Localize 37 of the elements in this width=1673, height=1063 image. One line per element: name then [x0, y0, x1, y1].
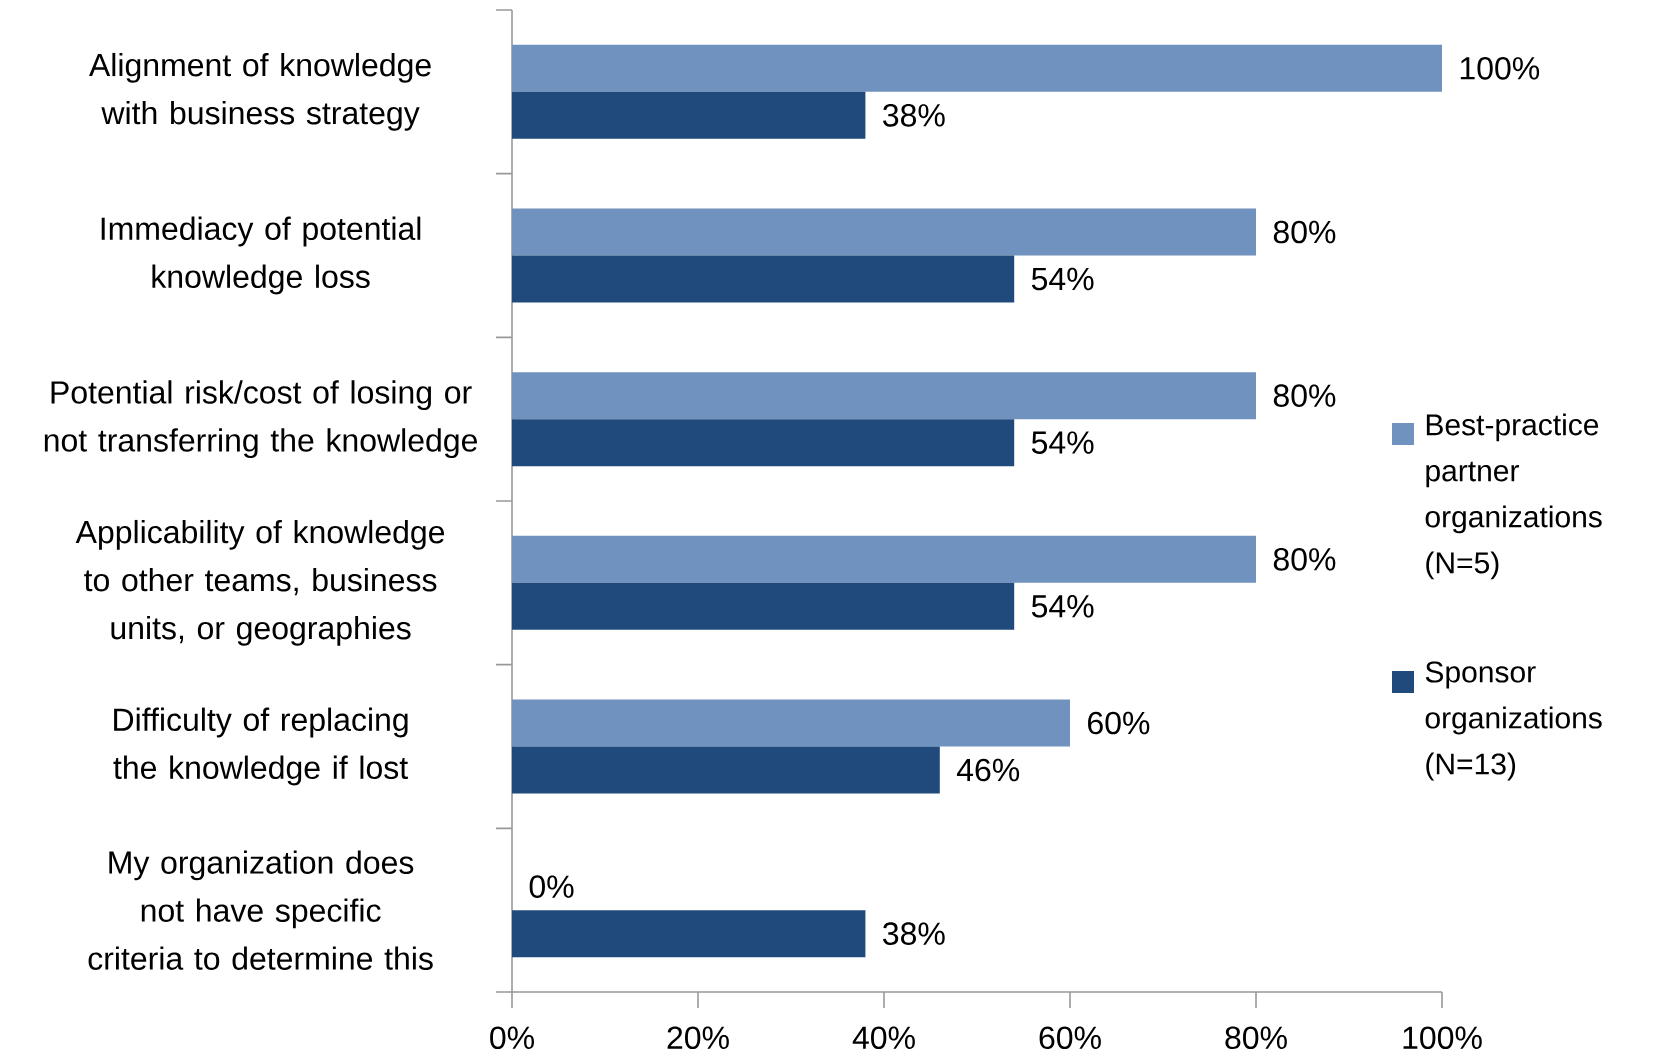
legend-label: Best-practice partner organizations (N=5)	[1425, 413, 1602, 580]
x-tick-label: 60%	[1039, 1026, 1101, 1050]
x-tick-label: 20%	[667, 1026, 729, 1050]
bar	[512, 208, 1257, 256]
data-label: 46%	[956, 758, 1020, 782]
y-tick-label: Applicability of knowledge to other teams, business units, or geographies	[75, 519, 445, 646]
y-tick-label: Potential risk/cost of losing or not transferring the knowledge	[44, 380, 477, 459]
data-label: 60%	[1088, 711, 1150, 735]
x-tick-label: 40%	[852, 1026, 915, 1050]
data-label: 54%	[1031, 431, 1094, 454]
data-label: 38%	[883, 922, 945, 945]
x-tick-label: 80%	[1225, 1026, 1287, 1050]
y-tick-label: Difficulty of replacing the knowledge if lost	[113, 707, 408, 786]
bar	[512, 419, 1015, 467]
data-label: 54%	[1031, 595, 1094, 618]
bar	[512, 535, 1257, 583]
legend-label: Sponsor organizations (N=13)	[1425, 661, 1602, 781]
data-label: 100%	[1460, 57, 1540, 80]
data-label: 80%	[1273, 548, 1336, 571]
bar	[512, 91, 866, 139]
data-label: 80%	[1273, 220, 1336, 244]
y-tick-label: My organization does not have specific criteria to determine this	[88, 850, 433, 970]
x-tick-label: 100%	[1403, 1026, 1482, 1050]
data-label: 0%	[529, 875, 574, 898]
y-tick-label: Immediacy of potential knowledge loss	[101, 216, 421, 295]
bar	[512, 746, 940, 794]
data-label: 80%	[1273, 384, 1336, 407]
x-tick-label: 0%	[490, 1026, 534, 1050]
bar	[512, 582, 1015, 630]
bar	[512, 699, 1071, 747]
bar	[512, 44, 1443, 92]
y-tick-label: Alignment of knowledge with business strategy	[89, 52, 431, 131]
bar	[512, 255, 1015, 303]
bar	[512, 372, 1257, 420]
bar	[512, 910, 866, 958]
data-label: 38%	[883, 104, 945, 127]
data-label: 54%	[1031, 267, 1094, 291]
